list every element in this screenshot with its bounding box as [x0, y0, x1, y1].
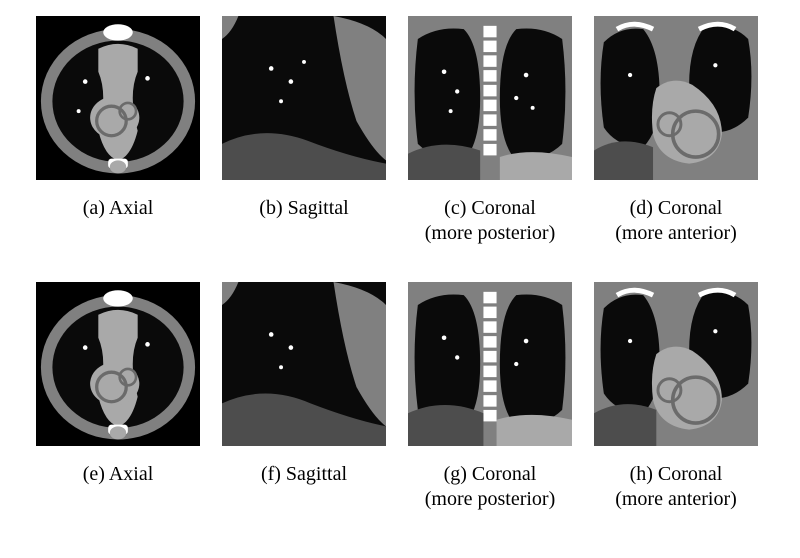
figure-grid: (a) Axial (b) Sagittal (c) Coronal (more…: [28, 16, 772, 512]
panel-d-coronal-anterior: [594, 16, 758, 180]
caption-sub: (more anterior): [594, 487, 758, 512]
caption-f: (f) Sagittal: [222, 462, 386, 512]
image-strip: [36, 282, 772, 446]
panel-f-sagittal: [222, 282, 386, 446]
panel-a-axial: [36, 16, 200, 180]
caption-label: (f) Sagittal: [261, 463, 347, 485]
caption-label: (a) Axial: [83, 197, 154, 219]
caption-strip: (a) Axial (b) Sagittal (c) Coronal (more…: [36, 196, 772, 246]
caption-label: (g) Coronal: [444, 463, 537, 485]
caption-c: (c) Coronal (more posterior): [408, 196, 572, 246]
image-strip: [36, 16, 772, 180]
caption-b: (b) Sagittal: [222, 196, 386, 246]
panel-e-axial: [36, 282, 200, 446]
caption-sub: (more posterior): [408, 221, 572, 246]
panel-h-coronal-anterior: [594, 282, 758, 446]
figure-row-1: (a) Axial (b) Sagittal (c) Coronal (more…: [28, 16, 772, 246]
caption-label: (c) Coronal: [444, 197, 536, 219]
caption-label: (e) Axial: [83, 463, 154, 485]
panel-c-coronal-posterior: [408, 16, 572, 180]
caption-e: (e) Axial: [36, 462, 200, 512]
caption-label: (b) Sagittal: [259, 197, 348, 219]
panel-g-coronal-posterior: [408, 282, 572, 446]
caption-sub: (more anterior): [594, 221, 758, 246]
figure-row-2: (e) Axial (f) Sagittal (g) Coronal (more…: [28, 282, 772, 512]
caption-d: (d) Coronal (more anterior): [594, 196, 758, 246]
caption-label: (d) Coronal: [630, 197, 723, 219]
caption-h: (h) Coronal (more anterior): [594, 462, 758, 512]
caption-g: (g) Coronal (more posterior): [408, 462, 572, 512]
panel-b-sagittal: [222, 16, 386, 180]
caption-label: (h) Coronal: [630, 463, 723, 485]
caption-sub: (more posterior): [408, 487, 572, 512]
caption-strip: (e) Axial (f) Sagittal (g) Coronal (more…: [36, 462, 772, 512]
caption-a: (a) Axial: [36, 196, 200, 246]
